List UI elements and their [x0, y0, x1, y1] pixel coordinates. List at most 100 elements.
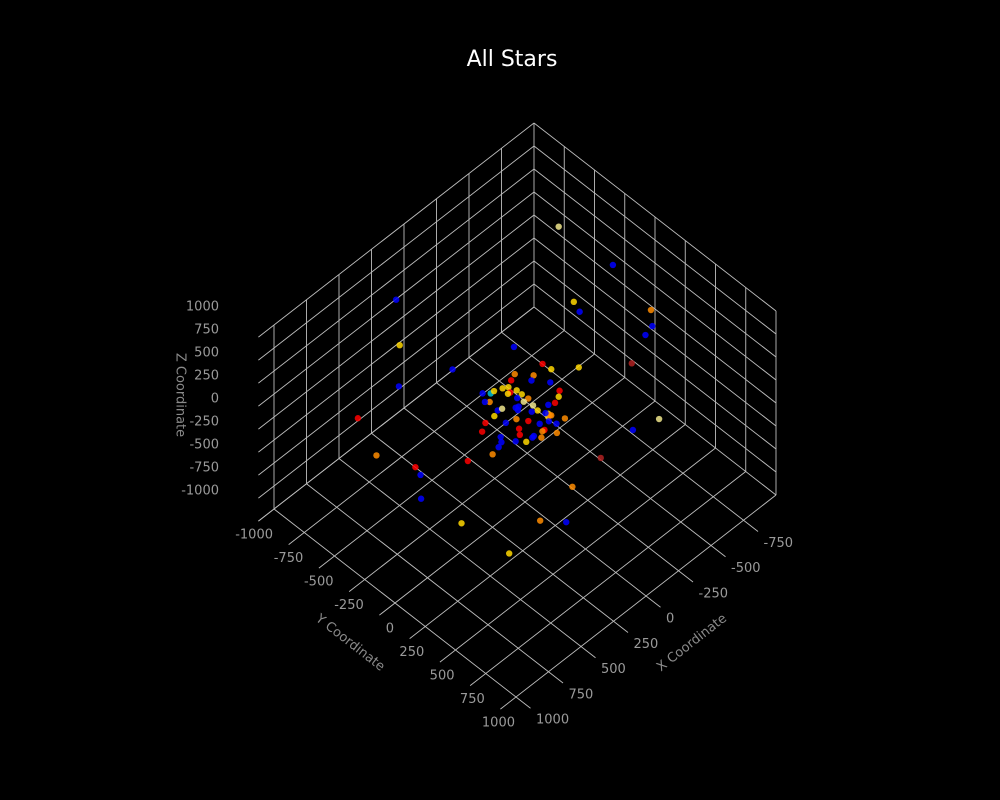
z-tick-label: 750 — [194, 323, 219, 338]
star-point — [396, 342, 403, 349]
y-tick-label: 250 — [399, 645, 424, 660]
star-point — [479, 390, 486, 397]
star-point — [642, 331, 649, 339]
x-tick-label: -250 — [699, 586, 729, 601]
z-tick-label: -1000 — [181, 484, 219, 499]
x-tick-label: -750 — [764, 536, 794, 551]
star-point — [545, 418, 553, 425]
star-point — [536, 517, 544, 524]
z-axis-title: Z Coordinate — [173, 353, 188, 437]
star-point — [561, 415, 569, 422]
star-point — [528, 408, 535, 415]
star-point — [655, 415, 663, 423]
y-tick-label: 750 — [460, 692, 485, 707]
star-point — [545, 401, 552, 409]
star-point — [481, 398, 489, 406]
z-tick-label: -750 — [189, 461, 219, 476]
star-point — [609, 261, 617, 269]
star-point — [392, 296, 400, 303]
star-point — [556, 387, 563, 394]
grid-line — [258, 145, 535, 361]
grid-line — [288, 330, 565, 545]
grid-line — [258, 168, 535, 384]
star-point — [502, 419, 510, 427]
star-point — [490, 387, 498, 395]
star-point — [373, 452, 380, 459]
z-tick-label: 1000 — [186, 300, 219, 315]
z-tick-label: -250 — [189, 415, 219, 430]
grid-line — [379, 400, 656, 616]
star-point — [354, 415, 362, 422]
x-tick-label: -500 — [731, 561, 761, 576]
grid-line — [500, 494, 777, 710]
star-point — [511, 370, 518, 378]
star-point — [563, 518, 570, 526]
grid-line — [318, 353, 595, 569]
star-point — [510, 343, 518, 351]
star-point — [417, 471, 424, 479]
star-point — [548, 366, 555, 373]
star-point — [478, 428, 486, 435]
star-point — [569, 483, 576, 490]
star-point — [551, 399, 559, 407]
grid-line — [258, 260, 535, 476]
star-point — [555, 223, 562, 230]
star-point — [547, 379, 554, 386]
grid-line — [469, 471, 747, 686]
star-point — [575, 364, 582, 371]
chart-title: All Stars — [467, 47, 558, 72]
star-point — [548, 412, 555, 419]
grid-line — [348, 377, 626, 592]
star-point — [499, 385, 506, 392]
y-tick-label: -250 — [334, 598, 364, 613]
grid-line — [533, 306, 777, 496]
y-tick-label: 0 — [386, 622, 394, 637]
star-point — [491, 412, 498, 420]
star-point — [570, 298, 578, 306]
grid-line — [533, 168, 777, 358]
star-point — [525, 395, 532, 402]
star-point — [495, 444, 502, 451]
star-point — [508, 377, 515, 384]
star-point — [538, 434, 545, 441]
z-tick-label: 500 — [194, 346, 219, 361]
grid-line — [258, 214, 535, 430]
grid-line — [533, 122, 777, 312]
grid-line — [436, 382, 694, 583]
grid-line — [533, 237, 777, 427]
x-tick-label: 750 — [569, 687, 594, 702]
star-point — [514, 394, 521, 402]
x-tick-label: 1000 — [536, 713, 569, 728]
star-point — [515, 425, 523, 432]
star-point — [498, 405, 506, 412]
star-point — [647, 306, 655, 314]
star-point — [534, 407, 541, 414]
star-point — [525, 417, 532, 425]
grid-line — [533, 191, 777, 381]
star-point — [528, 377, 535, 384]
grid-line — [258, 306, 535, 522]
star-point — [628, 360, 635, 367]
star-point — [539, 360, 546, 368]
grid-line — [533, 214, 777, 404]
star-point — [412, 463, 419, 471]
star-point — [417, 495, 425, 502]
star-point — [512, 404, 519, 411]
star-point — [497, 433, 504, 441]
star-point — [513, 387, 520, 394]
y-tick-label: -500 — [304, 575, 334, 590]
z-tick-label: 0 — [211, 392, 219, 407]
z-tick-label: -500 — [189, 438, 219, 453]
star-point — [597, 454, 604, 462]
star-point — [542, 409, 549, 417]
star-point — [513, 415, 520, 423]
star-point — [523, 438, 530, 446]
star-point — [520, 398, 527, 405]
grid-line — [258, 237, 535, 453]
z-tick-label: 250 — [194, 369, 219, 384]
star-point — [555, 393, 562, 400]
grid-line — [533, 260, 777, 450]
star-point — [649, 322, 656, 330]
